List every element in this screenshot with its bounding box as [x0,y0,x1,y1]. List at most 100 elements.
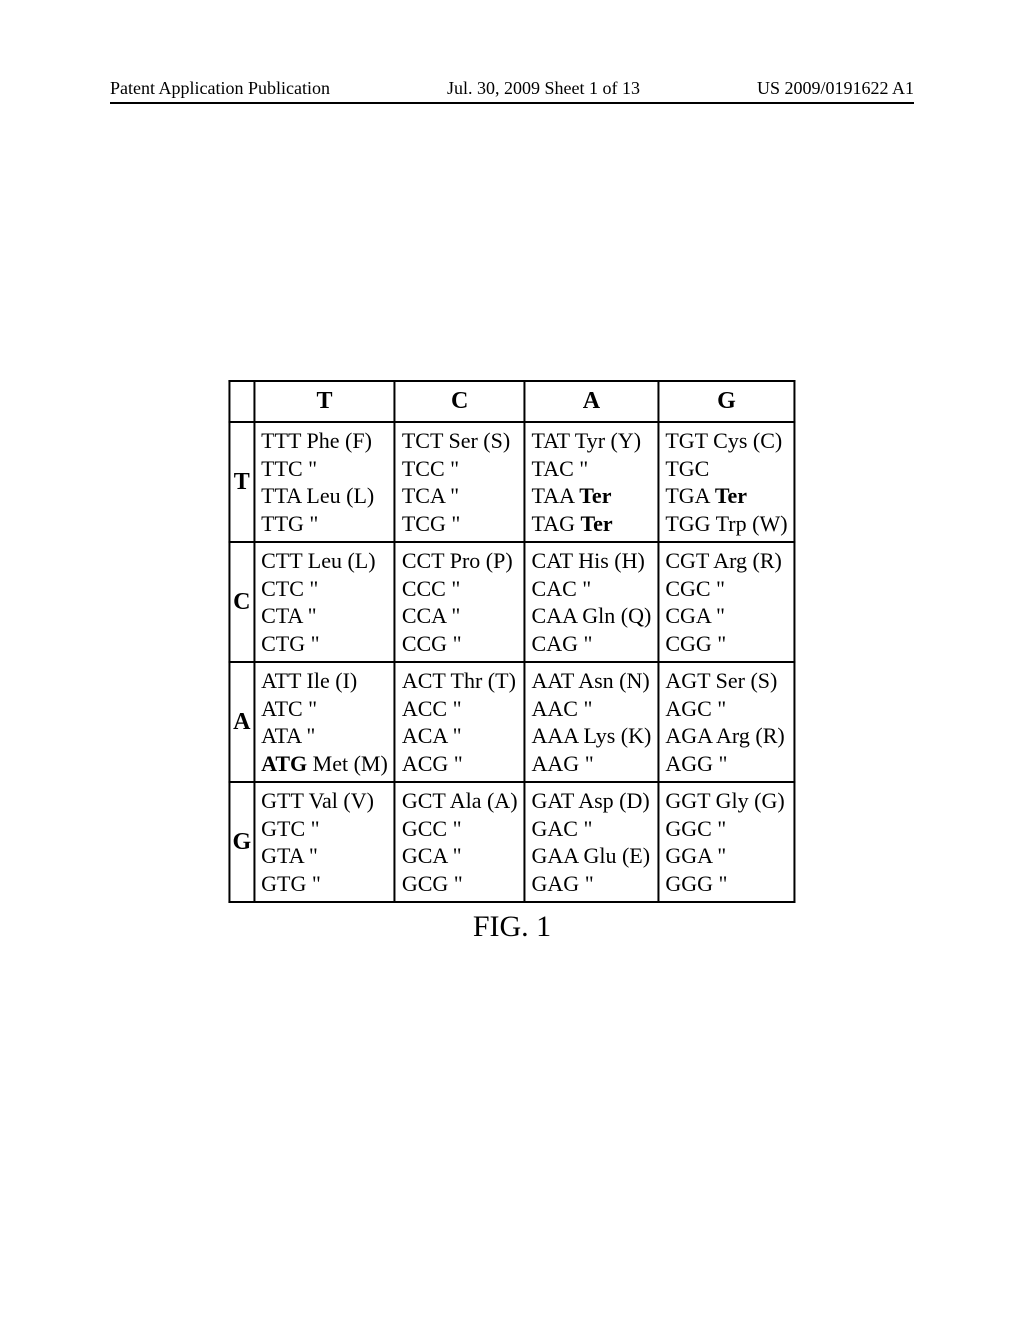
codon-cell-GT: GTT Val (V)GTC "GTA "GTG " [254,782,395,902]
col-header-A: A [525,381,659,422]
codon-line: CCG " [402,630,518,658]
codon-line: GCC " [402,815,518,843]
codon-line: AGC " [665,695,787,723]
codon-line: ATG Met (M) [261,750,388,778]
codon-cell-GC: GCT Ala (A)GCC "GCA "GCG " [395,782,525,902]
codon-line: GCG " [402,870,518,898]
codon-line: TTT Phe (F) [261,427,388,455]
codon-line: ACG " [402,750,518,778]
codon-line: ACT Thr (T) [402,667,518,695]
header-middle: Jul. 30, 2009 Sheet 1 of 13 [447,78,640,99]
codon-line: AGT Ser (S) [665,667,787,695]
codon-line: AAC " [532,695,652,723]
codon-cell-CT: CTT Leu (L)CTC "CTA "CTG " [254,542,395,662]
row-header-T: T [229,422,254,542]
codon-line: CGG " [665,630,787,658]
col-header-G: G [658,381,794,422]
codon-line: TGA Ter [665,482,787,510]
codon-line: GAA Glu (E) [532,842,652,870]
codon-line: CTT Leu (L) [261,547,388,575]
codon-line: TTC " [261,455,388,483]
codon-line: CGC " [665,575,787,603]
codon-cell-CC: CCT Pro (P)CCC "CCA "CCG " [395,542,525,662]
codon-line: GAG " [532,870,652,898]
codon-cell-AC: ACT Thr (T)ACC "ACA "ACG " [395,662,525,782]
codon-line: AAG " [532,750,652,778]
codon-table: T C A G TTTT Phe (F)TTC "TTA Leu (L)TTG … [228,380,795,903]
header-rule [110,102,914,104]
row-header-A: A [229,662,254,782]
codon-line: GCA " [402,842,518,870]
codon-line: GTT Val (V) [261,787,388,815]
codon-line: CTG " [261,630,388,658]
codon-line: GTA " [261,842,388,870]
row-header-C: C [229,542,254,662]
table-row: GGTT Val (V)GTC "GTA "GTG "GCT Ala (A)GC… [229,782,794,902]
codon-line: CAG " [532,630,652,658]
codon-line: GAC " [532,815,652,843]
codon-line: CTA " [261,602,388,630]
codon-line: GCT Ala (A) [402,787,518,815]
codon-line: CGT Arg (R) [665,547,787,575]
codon-line: CCT Pro (P) [402,547,518,575]
codon-cell-AA: AAT Asn (N)AAC "AAA Lys (K)AAG " [525,662,659,782]
codon-cell-GA: GAT Asp (D)GAC "GAA Glu (E)GAG " [525,782,659,902]
codon-cell-GG: GGT Gly (G)GGC "GGA "GGG " [658,782,794,902]
codon-line: AGA Arg (R) [665,722,787,750]
codon-line: ACA " [402,722,518,750]
header-left: Patent Application Publication [110,78,330,99]
page-header: Patent Application Publication Jul. 30, … [0,78,1024,99]
codon-line: AAT Asn (N) [532,667,652,695]
col-header-C: C [395,381,525,422]
codon-cell-AT: ATT Ile (I)ATC "ATA "ATG Met (M) [254,662,395,782]
codon-line: TAA Ter [532,482,652,510]
table-corner [229,381,254,422]
codon-line: ATC " [261,695,388,723]
figure-caption: FIG. 1 [0,910,1024,944]
codon-line: ATA " [261,722,388,750]
codon-line: GTC " [261,815,388,843]
codon-line: ATT Ile (I) [261,667,388,695]
codon-cell-CA: CAT His (H)CAC "CAA Gln (Q)CAG " [525,542,659,662]
codon-line: GAT Asp (D) [532,787,652,815]
row-header-G: G [229,782,254,902]
codon-line: TTA Leu (L) [261,482,388,510]
codon-line: CAA Gln (Q) [532,602,652,630]
table-row: AATT Ile (I)ATC "ATA "ATG Met (M)ACT Thr… [229,662,794,782]
codon-line: GGG " [665,870,787,898]
codon-line: TAT Tyr (Y) [532,427,652,455]
header-right: US 2009/0191622 A1 [757,78,914,99]
codon-cell-TC: TCT Ser (S)TCC "TCA "TCG " [395,422,525,542]
codon-line: TCT Ser (S) [402,427,518,455]
codon-line: GGC " [665,815,787,843]
codon-cell-TA: TAT Tyr (Y)TAC "TAA TerTAG Ter [525,422,659,542]
codon-cell-TT: TTT Phe (F)TTC "TTA Leu (L)TTG " [254,422,395,542]
codon-line: ACC " [402,695,518,723]
codon-line: CTC " [261,575,388,603]
codon-line: TCC " [402,455,518,483]
codon-line: CCC " [402,575,518,603]
codon-line: TGC [665,455,787,483]
table-row: CCTT Leu (L)CTC "CTA "CTG "CCT Pro (P)CC… [229,542,794,662]
codon-line: CAC " [532,575,652,603]
codon-line: GGT Gly (G) [665,787,787,815]
codon-line: TTG " [261,510,388,538]
codon-line: GGA " [665,842,787,870]
codon-line: TCA " [402,482,518,510]
table-row: TTTT Phe (F)TTC "TTA Leu (L)TTG "TCT Ser… [229,422,794,542]
codon-line: TGG Trp (W) [665,510,787,538]
codon-line: TGT Cys (C) [665,427,787,455]
codon-line: TCG " [402,510,518,538]
codon-line: CCA " [402,602,518,630]
codon-line: TAC " [532,455,652,483]
col-header-T: T [254,381,395,422]
codon-cell-CG: CGT Arg (R)CGC "CGA "CGG " [658,542,794,662]
codon-line: AAA Lys (K) [532,722,652,750]
codon-line: AGG " [665,750,787,778]
codon-line: CAT His (H) [532,547,652,575]
codon-cell-TG: TGT Cys (C)TGCTGA TerTGG Trp (W) [658,422,794,542]
codon-line: CGA " [665,602,787,630]
codon-line: GTG " [261,870,388,898]
codon-line: TAG Ter [532,510,652,538]
codon-cell-AG: AGT Ser (S)AGC "AGA Arg (R)AGG " [658,662,794,782]
